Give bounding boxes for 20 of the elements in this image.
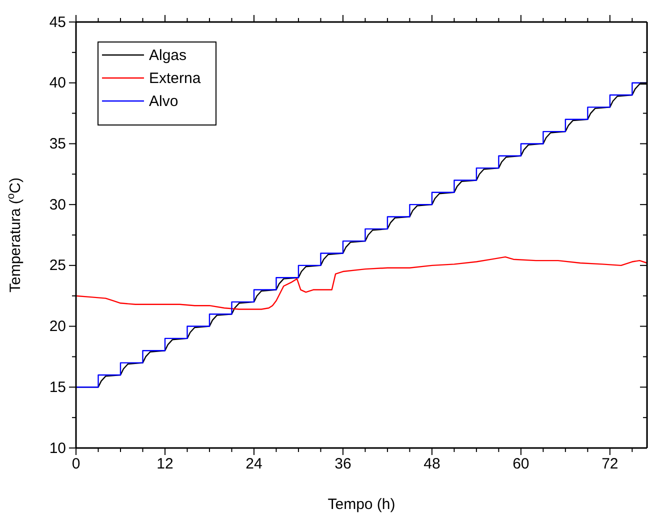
x-tick-label: 0: [72, 456, 80, 473]
legend-label: Algas: [149, 47, 187, 64]
x-tick-label: 72: [602, 456, 618, 473]
y-tick-label: 35: [49, 136, 66, 153]
x-axis-title: Tempo (h): [328, 496, 396, 513]
y-tick-label: 30: [49, 196, 66, 214]
x-tick-label: 24: [246, 456, 262, 473]
y-tick-label: 45: [49, 14, 66, 31]
legend-label: Alvo: [149, 93, 178, 110]
x-tick-label: 36: [334, 456, 352, 473]
y-tick-label: 25: [49, 257, 66, 274]
x-tick-label: 12: [156, 456, 174, 473]
y-tick-label: 20: [49, 318, 66, 336]
y-tick-label: 15: [49, 378, 66, 396]
legend-label: Externa: [149, 70, 202, 87]
x-tick-label: 60: [512, 456, 530, 473]
y-tick-label: 40: [49, 74, 66, 92]
line-series: [75, 256, 648, 310]
y-tick-label: 10: [49, 440, 66, 457]
x-tick-label: 48: [424, 456, 440, 473]
